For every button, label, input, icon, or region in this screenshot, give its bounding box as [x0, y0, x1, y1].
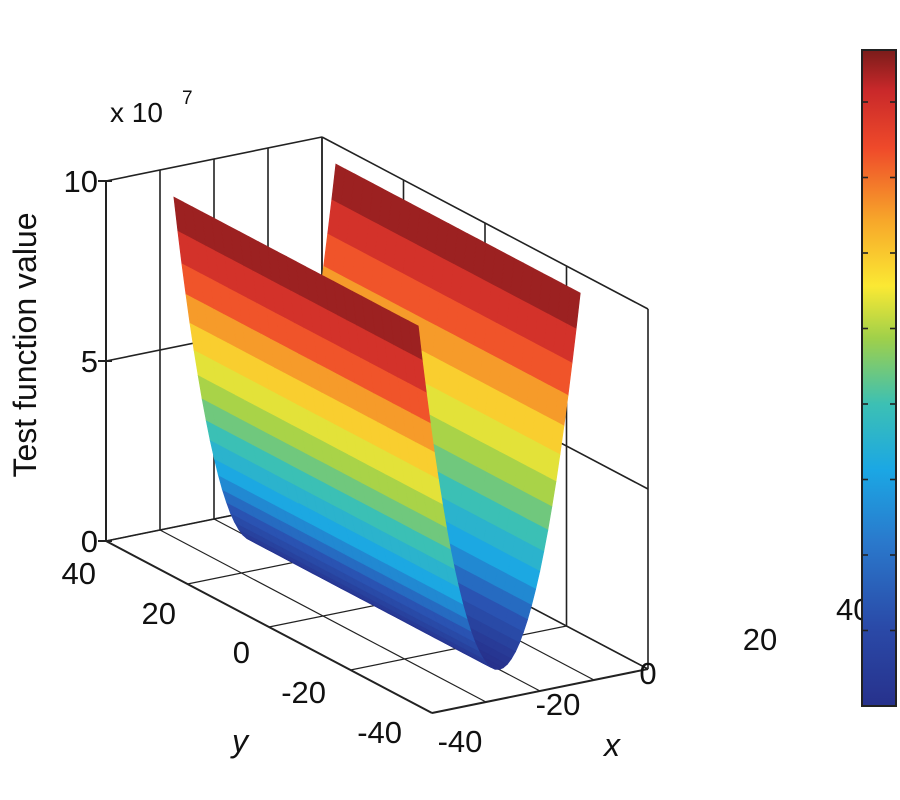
x-tick-label-m20: -20 — [536, 687, 581, 722]
y-tick-label-m40: -40 — [357, 715, 402, 750]
x-tick-label-20: 20 — [743, 622, 777, 657]
colorbar — [861, 49, 897, 707]
grid-line-zy-2 — [321, 136, 649, 310]
y-axis-line — [105, 540, 433, 714]
z-multiplier-base: x 10 — [110, 97, 163, 128]
x-tick-label-m40: -40 — [438, 724, 483, 759]
axes-frame — [98, 180, 649, 714]
z-multiplier: x 10 7 — [110, 88, 193, 128]
y-tick-label-m20: -20 — [281, 675, 326, 710]
x-axis-line — [431, 668, 649, 714]
y-ticks: 40 20 0 -20 -40 — [62, 556, 402, 750]
z-tick-label-0: 0 — [81, 524, 98, 559]
z-ticks: 0 5 10 — [64, 164, 98, 559]
colorbar-gradient — [861, 49, 897, 707]
grid-line-zx-2 — [105, 136, 323, 182]
surface — [173, 163, 581, 670]
x-axis-title: x — [602, 727, 621, 763]
z-tick-label-10: 10 — [64, 164, 98, 199]
x-tick-label-0: 0 — [639, 656, 656, 691]
surface-patch-10-25 — [448, 582, 464, 605]
y-axis-title: y — [230, 723, 250, 759]
colorbar-ticks — [862, 101, 896, 632]
y-tick-label-40: 40 — [62, 556, 96, 591]
z-tick-label-5: 5 — [81, 344, 98, 379]
y-tick-label-20: 20 — [142, 596, 176, 631]
z-multiplier-exponent: 7 — [182, 88, 193, 109]
z-axis-title: Test function value — [7, 212, 43, 477]
y-tick-label-0: 0 — [233, 635, 250, 670]
